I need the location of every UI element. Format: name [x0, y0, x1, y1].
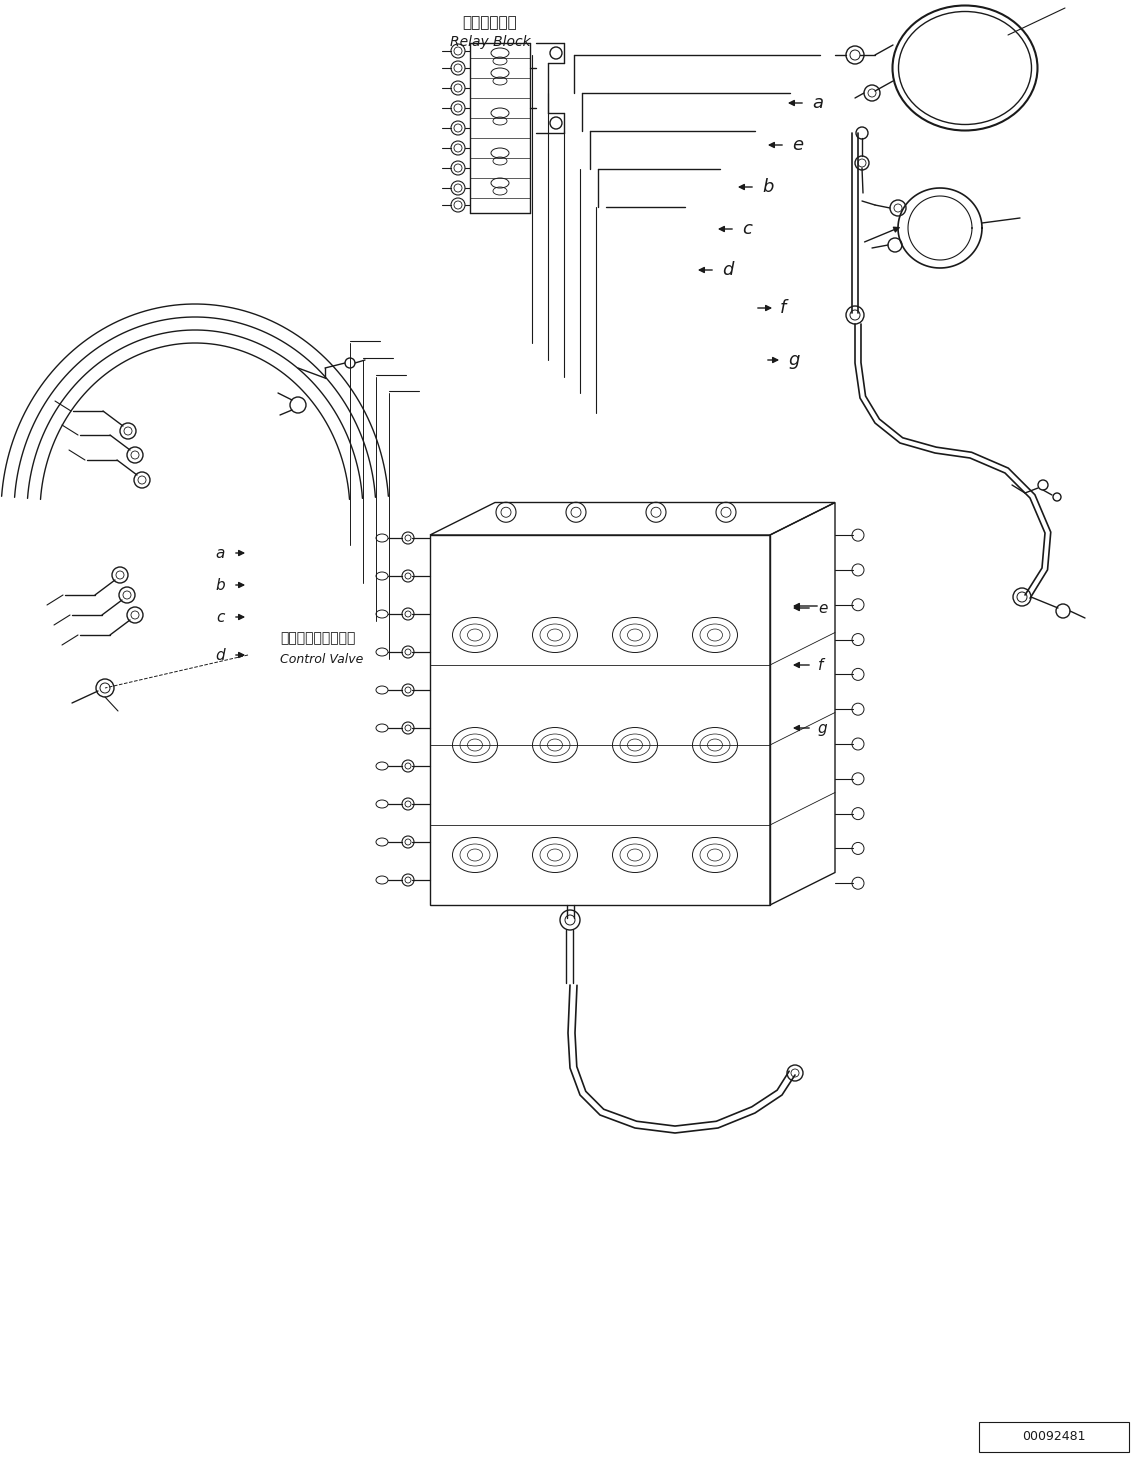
Text: d: d — [216, 648, 225, 663]
Text: c: c — [217, 610, 225, 625]
Text: e: e — [792, 136, 804, 154]
Text: 00092481: 00092481 — [1023, 1431, 1086, 1444]
Text: コントロールバルブ: コントロールバルブ — [280, 631, 355, 645]
Text: g: g — [818, 720, 827, 736]
Text: Relay Block: Relay Block — [449, 35, 530, 48]
Text: b: b — [216, 578, 225, 593]
Text: a: a — [216, 546, 225, 560]
Text: b: b — [762, 178, 773, 196]
Text: e: e — [818, 600, 827, 616]
Text: f: f — [818, 657, 823, 673]
Text: Control Valve: Control Valve — [280, 652, 363, 666]
Text: c: c — [742, 219, 751, 238]
Text: d: d — [722, 260, 733, 279]
Text: g: g — [788, 351, 799, 369]
Text: a: a — [812, 94, 823, 113]
Text: f: f — [780, 298, 787, 317]
Text: 中継ブロック: 中継ブロック — [463, 15, 518, 31]
